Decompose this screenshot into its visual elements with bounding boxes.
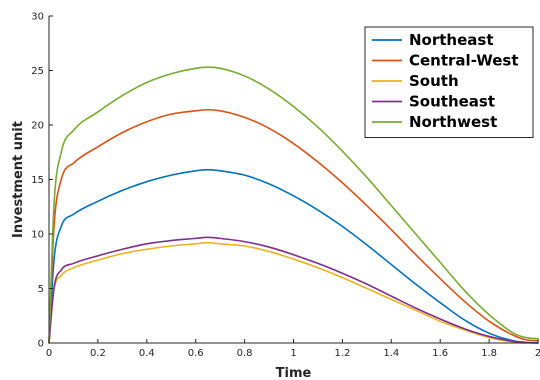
legend-label-northwest: Northwest <box>409 113 497 131</box>
y-tick-label: 15 <box>31 175 44 186</box>
x-tick-label: 0.4 <box>139 348 155 359</box>
legend-label-south: South <box>409 72 459 90</box>
x-tick-label: 1.8 <box>481 348 497 359</box>
series-line-central-west <box>48 108 539 344</box>
x-tick-label: 0.6 <box>188 348 204 359</box>
y-axis-title: Investment unit <box>11 121 26 238</box>
y-tick-label: 0 <box>38 339 44 350</box>
legend-label-central-west: Central-West <box>409 52 519 70</box>
series-layer <box>48 66 539 344</box>
series-line-northwest <box>48 66 539 344</box>
x-tick-label: 1 <box>290 348 296 359</box>
x-axis-title: Time <box>276 366 312 380</box>
x-tick-label: 1.4 <box>383 348 399 359</box>
x-tick-label: 0.2 <box>90 348 106 359</box>
legend-box <box>364 26 534 138</box>
x-tick-label: 0.8 <box>237 348 253 359</box>
legend: Northeast Central-West South Southeast North… <box>364 26 534 138</box>
y-tick-label: 30 <box>31 12 44 23</box>
series-line-southeast <box>48 236 539 344</box>
x-tick-label: 2 <box>535 348 540 359</box>
y-tick-label: 25 <box>31 66 44 77</box>
y-tick-label: 5 <box>38 284 44 295</box>
x-tick-label: 0 <box>46 348 52 359</box>
series-line-northeast <box>48 168 539 344</box>
legend-label-northeast: Northeast <box>409 31 494 49</box>
x-tick-label: 1.6 <box>432 348 448 359</box>
series-line-south <box>48 241 539 344</box>
y-tick-label: 10 <box>31 230 44 241</box>
x-tick-label: 1.2 <box>334 348 350 359</box>
y-tick-label: 20 <box>31 121 44 132</box>
legend-label-southeast: Southeast <box>409 93 495 111</box>
